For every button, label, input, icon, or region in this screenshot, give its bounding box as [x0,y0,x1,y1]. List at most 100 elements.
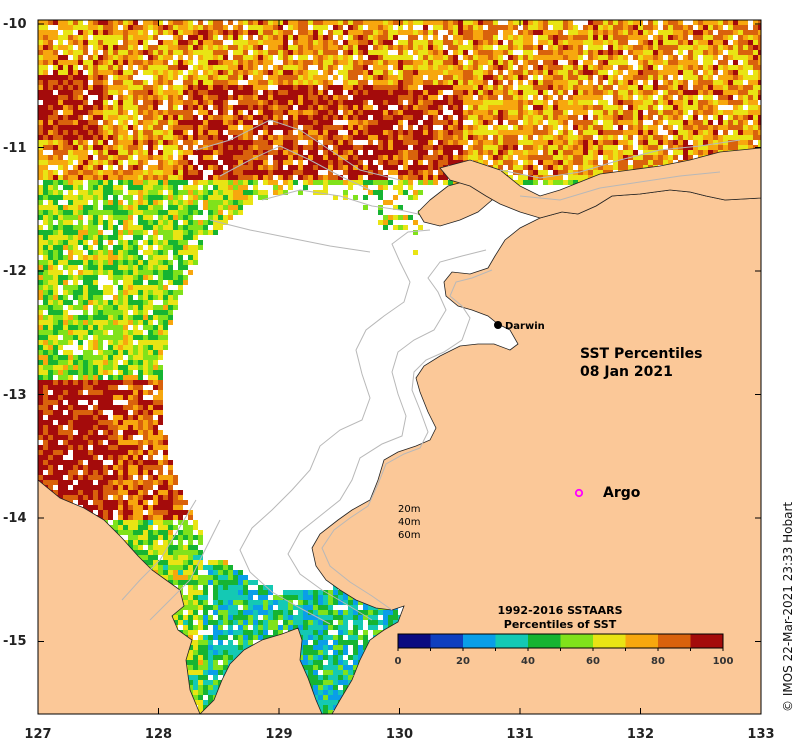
sst-pixel [588,130,593,135]
sst-pixel [253,75,258,80]
sst-pixel [413,20,418,25]
sst-pixel [273,100,278,105]
sst-pixel [158,45,163,50]
sst-pixel [543,145,548,150]
sst-pixel [248,55,253,60]
sst-pixel [273,150,278,155]
sst-pixel [333,140,338,145]
sst-pixel [513,40,518,45]
sst-pixel [418,80,423,85]
sst-pixel [708,85,713,90]
sst-pixel [368,25,373,30]
sst-pixel [633,25,638,30]
sst-pixel [143,175,148,180]
sst-pixel [618,165,623,170]
sst-pixel [263,30,268,35]
sst-pixel [523,120,528,125]
sst-pixel [148,175,153,180]
sst-pixel [388,215,393,220]
sst-pixel [148,50,153,55]
sst-pixel [313,55,318,60]
sst-pixel [248,130,253,135]
sst-pixel [328,155,333,160]
sst-pixel [473,50,478,55]
sst-pixel [163,240,168,245]
sst-pixel [168,270,173,275]
sst-pixel [143,195,148,200]
sst-pixel [623,55,628,60]
sst-pixel [378,120,383,125]
sst-pixel [563,145,568,150]
sst-pixel [378,195,383,200]
sst-pixel [413,40,418,45]
sst-pixel [503,160,508,165]
sst-pixel [193,95,198,100]
sst-pixel [438,155,443,160]
sst-pixel [58,135,63,140]
sst-pixel [428,105,433,110]
sst-pixel [193,175,198,180]
sst-pixel [688,25,693,30]
sst-pixel [273,190,278,195]
sst-pixel [418,95,423,100]
sst-pixel [618,125,623,130]
sst-pixel [78,60,83,65]
sst-pixel [298,145,303,150]
sst-pixel [313,140,318,145]
sst-pixel [533,70,538,75]
sst-pixel [148,60,153,65]
sst-pixel [303,35,308,40]
sst-pixel [473,25,478,30]
sst-pixel [213,90,218,95]
sst-pixel [718,85,723,90]
sst-pixel [273,25,278,30]
sst-pixel [38,120,43,125]
sst-pixel [108,255,113,260]
sst-pixel [728,125,733,130]
sst-pixel [258,60,263,65]
sst-pixel [383,35,388,40]
sst-pixel [323,50,328,55]
sst-pixel [178,130,183,135]
sst-pixel [363,115,368,120]
sst-pixel [208,175,213,180]
sst-pixel [163,30,168,35]
sst-pixel [378,140,383,145]
sst-pixel [598,90,603,95]
sst-pixel [198,105,203,110]
sst-pixel [223,195,228,200]
sst-pixel [483,45,488,50]
sst-pixel [423,105,428,110]
sst-pixel [348,75,353,80]
sst-pixel [188,35,193,40]
sst-pixel [638,95,643,100]
sst-pixel [473,20,478,25]
sst-pixel [238,25,243,30]
sst-pixel [38,285,43,290]
sst-pixel [313,175,318,180]
sst-pixel [123,95,128,100]
sst-pixel [63,45,68,50]
sst-pixel [143,105,148,110]
sst-pixel [378,110,383,115]
sst-pixel [98,290,103,295]
sst-pixel [438,20,443,25]
sst-pixel [313,135,318,140]
sst-pixel [573,150,578,155]
sst-pixel [328,100,333,105]
sst-pixel [88,135,93,140]
sst-pixel [193,185,198,190]
sst-pixel [653,55,658,60]
sst-pixel [348,80,353,85]
sst-pixel [318,190,323,195]
sst-pixel [173,140,178,145]
sst-pixel [173,275,178,280]
sst-pixel [553,60,558,65]
sst-pixel [363,70,368,75]
sst-pixel [163,155,168,160]
sst-pixel [128,225,133,230]
sst-pixel [703,145,708,150]
sst-pixel [268,25,273,30]
sst-pixel [43,180,48,185]
sst-pixel [118,115,123,120]
